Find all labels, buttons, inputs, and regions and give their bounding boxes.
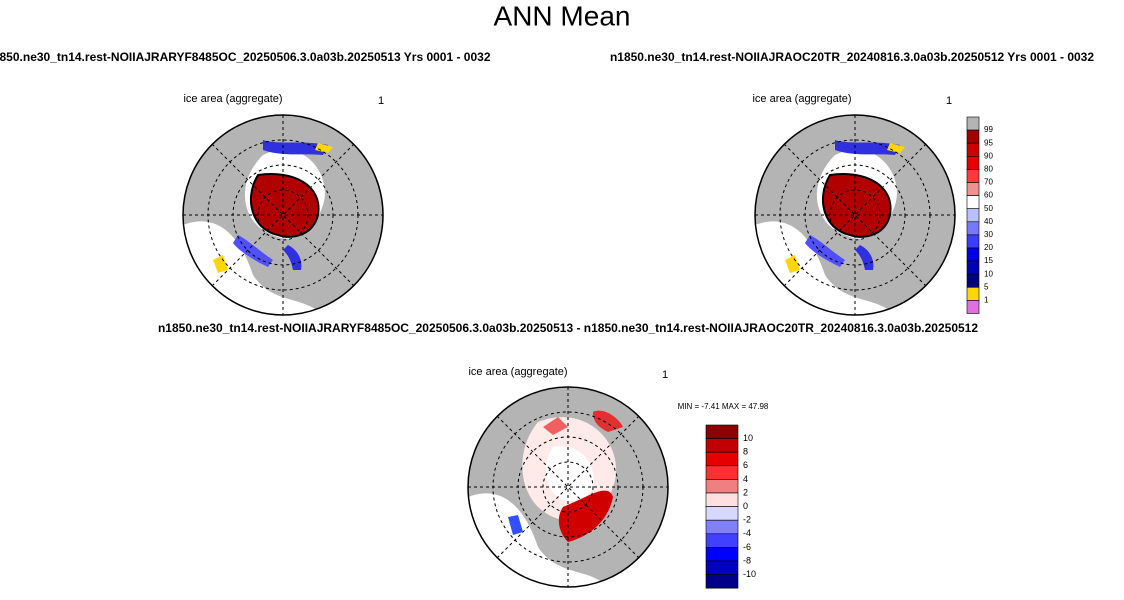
colorbar-label: 4: [743, 474, 748, 484]
colorbar-box: [966, 208, 980, 223]
colorbar-box: [966, 156, 980, 170]
colorbar-box: [966, 300, 980, 314]
colorbar-box: [705, 574, 739, 589]
colorbar-label: 15: [984, 256, 993, 265]
panel-title: n1850.ne30_tn14.rest-NOIIAJRARYF8485OC_2…: [158, 321, 978, 335]
colorbar-label: 70: [984, 178, 993, 187]
colorbar-box: [966, 116, 980, 131]
colorbar-box: [705, 438, 739, 453]
colorbar-label: 2: [743, 487, 748, 497]
colorbar-label: 0: [743, 501, 748, 511]
colorbar-label: 99: [984, 125, 993, 134]
colorbar-box: [705, 506, 739, 521]
colorbar-box: [966, 169, 980, 183]
colorbar-box: [705, 424, 739, 439]
colorbar-box: [705, 479, 739, 494]
colorbar-box: [705, 451, 739, 467]
colorbar-label: -6: [743, 542, 751, 552]
colorbar-label: 30: [984, 230, 993, 239]
colorbar-label: -4: [743, 528, 751, 538]
colorbar-label: 60: [984, 191, 993, 200]
colorbar-box: [966, 221, 980, 236]
map-right-label: 1: [378, 95, 384, 107]
map-label: ice area (aggregate): [183, 93, 282, 105]
map-label: ice area (aggregate): [752, 93, 851, 105]
colorbar-box: [966, 142, 980, 157]
colorbar-box: [966, 182, 980, 196]
min-max: MIN = -7.41 MAX = 47.98: [678, 402, 769, 411]
colorbar-box: [705, 547, 739, 562]
map: [755, 115, 955, 315]
map-right-label: 1: [662, 369, 668, 381]
colorbar-label: 50: [984, 204, 993, 213]
colorbar-label: 40: [984, 217, 993, 226]
colorbar-label: 20: [984, 243, 993, 252]
colorbar-box: [966, 286, 980, 301]
colorbar-label: -2: [743, 515, 751, 525]
colorbar-box: [966, 129, 980, 144]
map: [183, 115, 383, 315]
colorbar-box: [966, 260, 980, 275]
colorbar-box: [705, 492, 739, 507]
colorbar-label: 90: [984, 151, 993, 160]
colorbar-box: [966, 273, 980, 288]
panel-title: n1850.ne30_tn14.rest-NOIIAJRAOC20TR_2024…: [610, 50, 1094, 64]
colorbar-label: 95: [984, 138, 993, 147]
colorbar-label: 6: [743, 460, 748, 470]
colorbar-label: -8: [743, 555, 751, 565]
colorbar-label: 1: [984, 296, 989, 305]
map-right-label: 1: [946, 95, 952, 107]
map-label: ice area (aggregate): [468, 366, 567, 378]
panel-title: n1850.ne30_tn14.rest-NOIIAJRARYF8485OC_2…: [0, 50, 491, 64]
colorbar-label: 80: [984, 165, 993, 174]
title: ANN Mean: [494, 0, 631, 31]
colorbar-box: [705, 519, 739, 535]
colorbar-box: [966, 247, 980, 262]
colorbar-label: 10: [984, 269, 993, 278]
colorbar-label: 5: [984, 282, 989, 291]
colorbar-box: [705, 560, 739, 575]
colorbar-box: [966, 234, 980, 249]
map: [468, 387, 668, 587]
colorbar-label: 10: [743, 433, 753, 443]
colorbar-box: [705, 533, 739, 548]
colorbar-box: [966, 195, 980, 210]
colorbar-label: 8: [743, 447, 748, 457]
colorbar-box: [705, 465, 739, 480]
colorbar-label: -10: [743, 569, 756, 579]
